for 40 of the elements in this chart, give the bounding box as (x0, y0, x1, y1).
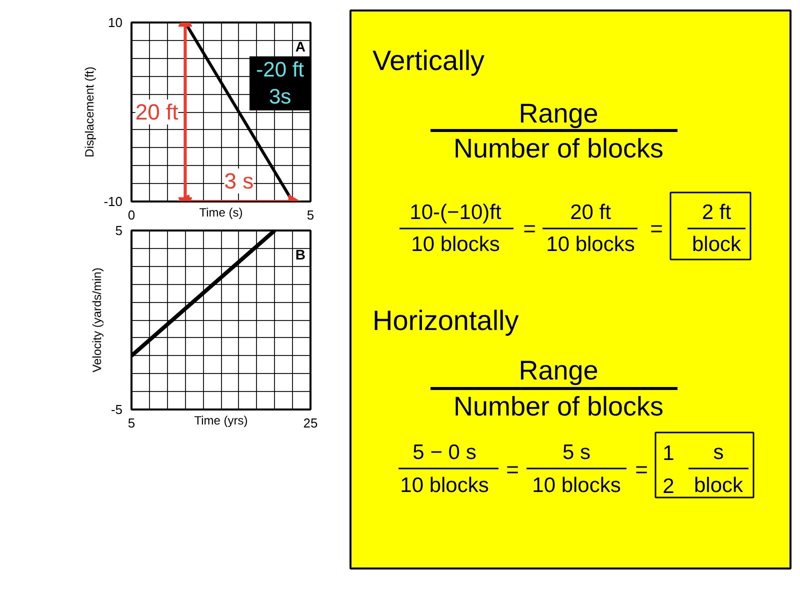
y-axis-title: Displacement (ft) (82, 66, 97, 158)
y-axis-title: Velocity (yards/min) (90, 268, 104, 372)
x-axis-title: Time (s) (199, 206, 243, 220)
text: 2 ft (702, 201, 732, 224)
text: 5 − 0 s (412, 441, 476, 464)
text: 10 blocks (411, 233, 500, 256)
text: = (650, 216, 663, 241)
annotation: 20 ft (135, 100, 178, 124)
x-tick-label: 25 (303, 416, 318, 430)
text: = (635, 457, 648, 482)
text: block (692, 233, 742, 256)
text: Number of blocks (453, 134, 664, 164)
text: 5 s (562, 441, 591, 464)
text: s (713, 441, 724, 464)
annotation: -20 ft (256, 58, 304, 82)
x-tick-label: 0 (128, 208, 136, 222)
text: block (694, 474, 744, 497)
y-tick-label: -10 (104, 194, 123, 209)
y-tick-label: -5 (110, 402, 123, 417)
annotation: 3 s (224, 168, 254, 194)
x-axis-title: Time (yrs) (194, 414, 248, 428)
annotation: 3s (268, 85, 292, 108)
text: Range (518, 356, 598, 386)
text: 2 (662, 475, 674, 498)
text: B (295, 246, 306, 262)
text: 10 blocks (400, 474, 489, 497)
text: = (523, 216, 536, 241)
text: Range (518, 98, 598, 128)
text: 10-(−10)ft (410, 201, 502, 224)
text: Vertically (372, 45, 485, 76)
y-tick-label: 5 (115, 223, 123, 238)
text: 10 blocks (532, 474, 621, 497)
text: Horizontally (372, 305, 519, 336)
text: = (506, 457, 519, 482)
text: 1 (662, 442, 674, 465)
text: A (295, 38, 306, 54)
y-tick-label: 10 (108, 15, 123, 30)
text: 10 blocks (546, 233, 635, 256)
text: 20 ft (570, 201, 612, 224)
text: Number of blocks (453, 392, 664, 422)
